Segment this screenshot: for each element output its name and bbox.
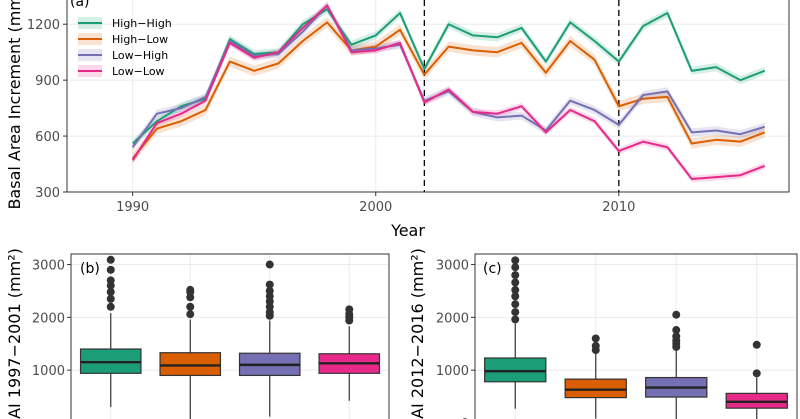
box-2 [564,378,627,399]
confidence-band [132,17,765,164]
boxplot-b-y-title: BAI 1997−2001 (mm²) [5,248,24,419]
outlier-point [106,276,115,285]
outlier-point [672,332,681,341]
panel-label-b: (b) [80,261,100,277]
x-tick-label: 2010 [602,200,635,215]
box-2 [159,352,222,377]
y-tick-label: 3000 [32,259,65,274]
outlier-point [511,278,520,287]
outlier-point [186,302,195,311]
outlier-point [752,340,761,349]
outlier-point [511,285,520,294]
line-chart-plot-area [67,0,789,192]
outlier-point [106,302,115,311]
outlier-point [672,326,681,335]
outlier-point [186,310,195,319]
y-tick-label: 1000 [32,364,65,379]
outlier-point [511,308,520,317]
outlier-point [106,288,115,297]
boxplot-c-plot-area [475,254,797,419]
legend-label: High−Low [112,33,168,46]
x-tick-label: 2000 [359,200,392,215]
series-line [131,21,766,160]
y-axis-title: Basal Area Increment (mm²) [5,0,24,210]
y-tick-label: 900 [35,74,60,89]
outlier-point [672,310,681,319]
outlier-point [752,369,761,378]
y-tick-label: 3000 [436,259,469,274]
y-tick-label: 300 [35,186,60,201]
outlier-point [106,294,115,303]
y-tick-label: 2000 [32,311,65,326]
y-tick-label: 1200 [27,18,60,33]
line-chart-panel: 300 600 900 1200 1990 2000 2010 Year Basal Ar… [5,0,790,240]
outlier-point [511,300,520,309]
boxplot-panel-b: 1000 2000 3000 BAI 1997−2001 (mm²) (b) [5,248,390,419]
outlier-point [511,315,520,324]
outlier-point [265,280,274,289]
y-tick-label: 1000 [436,364,469,379]
panel-label-c: (c) [483,261,502,277]
boxplot-b-plot-area [71,254,389,419]
series-line [131,4,765,148]
outlier-point [186,285,195,294]
legend-label: Low−Low [112,65,165,78]
x-tick-label: 1990 [116,200,149,215]
panel-label-a: (a) [70,0,90,10]
boxplot-c-y-title: BAI 2012−2016 (mm²) [408,248,427,419]
x-axis-title: Year [390,221,425,240]
y-tick-label: 2000 [436,311,469,326]
outlier-point [345,305,354,314]
y-tick-label: 600 [35,130,60,145]
outlier-point [511,271,520,280]
outlier-point [511,292,520,301]
box-1 [484,357,547,383]
outlier-point [591,334,600,343]
legend: High−High High−Low Low−High Low−Low [78,17,172,78]
outlier-point [265,260,274,269]
boxplot-b-frame [70,253,390,419]
outlier-point [511,256,520,265]
line-chart-frame [66,0,790,193]
boxplot-c-frame [474,253,798,419]
legend-label: High−High [112,17,172,30]
legend-label: Low−High [112,49,168,62]
outlier-point [265,286,274,295]
series-line [131,8,766,145]
series-line [131,4,766,180]
boxplot-panel-c: 0 1000 2000 3000 BAI 2012−2016 (mm²) (c) [408,248,798,419]
outlier-point [106,255,115,264]
outlier-point [511,263,520,272]
outlier-point [591,341,600,350]
outlier-point [106,265,115,274]
y-tick-label: 0 [461,417,469,419]
